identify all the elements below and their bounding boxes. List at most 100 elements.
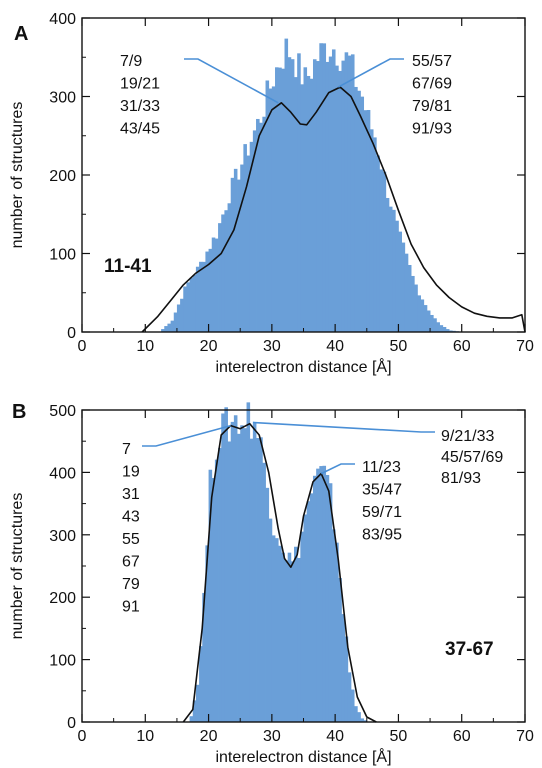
panel-letter: B [12, 401, 26, 423]
histogram-bar [344, 636, 349, 722]
histogram-bar [338, 577, 342, 722]
histogram-bar [271, 535, 276, 722]
fit-curve [182, 422, 377, 723]
histogram-bar [294, 77, 298, 333]
histogram-bar [183, 286, 187, 332]
annotation-label: 55 [122, 531, 140, 548]
histogram-bar [246, 402, 251, 722]
histogram-bar [347, 672, 352, 722]
histogram-bar [423, 305, 428, 332]
y-axis-title: number of structures [9, 493, 26, 640]
histogram-bar [230, 177, 235, 332]
histogram-bar [164, 326, 168, 332]
histogram-bar [208, 248, 213, 332]
histogram-series [189, 402, 368, 722]
histogram-bar [319, 466, 323, 722]
x-tick-label: 20 [200, 338, 218, 355]
histogram-bar [252, 130, 257, 332]
histogram-bar [363, 720, 368, 722]
histogram-bar [281, 68, 285, 333]
annotation-label: 67 [122, 554, 140, 571]
histogram-bar [214, 238, 219, 332]
histogram-bar [246, 155, 251, 332]
histogram-bar [436, 322, 440, 332]
x-tick-label: 60 [453, 338, 471, 355]
histogram-bar [350, 689, 355, 722]
annotation-group: 7 19 31 43 55 67 79 91 [122, 424, 231, 616]
histogram-bar [262, 462, 266, 722]
histogram-bar [331, 529, 336, 722]
x-tick-label: 0 [78, 728, 87, 745]
y-tick-label: 100 [49, 247, 76, 264]
annotation-group: 11/23 35/47 59/71 83/95 [320, 459, 402, 544]
x-tick-label: 0 [78, 338, 87, 355]
x-tick-label: 10 [136, 338, 154, 355]
histogram-bar [347, 55, 352, 333]
histogram-bar [322, 43, 327, 332]
annotation-label: 45/57/69 [441, 449, 503, 466]
histogram-bar [341, 614, 346, 722]
histogram-bar [319, 43, 323, 332]
histogram-bar [173, 312, 178, 332]
histogram-bar [189, 716, 194, 722]
annotation-group: 7/9 19/21 31/33 43/45 [120, 53, 279, 138]
histogram-bar [249, 438, 254, 722]
histogram-bar [369, 129, 374, 332]
histogram-bar [249, 141, 254, 332]
histogram-bar [271, 86, 276, 333]
annotation-label: 9/21/33 [441, 428, 494, 445]
histogram-bar [167, 323, 171, 332]
y-tick-label: 200 [49, 590, 76, 607]
histogram-bar [199, 261, 203, 332]
histogram-bar [170, 320, 175, 332]
chart-panel-b: 0 10 20 30 40 50 60 70 0 100 200 300 400 500 interelec… [9, 401, 534, 766]
annotation-label: 43/45 [120, 121, 160, 138]
histogram-bar [312, 59, 317, 332]
histogram-bar [325, 474, 330, 722]
histogram-bar [366, 110, 371, 333]
histogram-bar [373, 137, 377, 332]
histogram-bar [205, 545, 209, 722]
histogram-bar [398, 231, 402, 332]
x-tick-label: 50 [390, 338, 408, 355]
x-axis-title: interelectron distance [Å] [215, 747, 391, 766]
histogram-bar [335, 65, 339, 332]
annotation-leader [320, 463, 355, 475]
histogram-bar [414, 284, 418, 332]
annotation-label: 79 [122, 576, 140, 593]
y-tick-label: 100 [49, 653, 76, 670]
histogram-bar [259, 437, 263, 722]
histogram-bar [240, 164, 244, 332]
y-tick-label: 400 [49, 11, 76, 28]
histogram-bar [227, 441, 232, 722]
histogram-bar [202, 592, 206, 722]
histogram-bar [376, 155, 380, 332]
histogram-bar [297, 557, 301, 722]
histogram-bar [192, 274, 197, 332]
histogram-bar [294, 546, 298, 722]
histogram-bar [275, 538, 279, 722]
annotation-label: 11/23 [362, 459, 401, 476]
histogram-bar [360, 96, 365, 332]
annotation-label: 91/93 [412, 121, 452, 138]
histogram-bar [161, 329, 165, 332]
histogram-bar [341, 60, 346, 332]
histogram-bar [382, 171, 387, 332]
histogram-bar [265, 487, 270, 722]
histogram-bar [385, 197, 390, 332]
histogram-bar [303, 67, 308, 332]
annotation-leader [337, 58, 404, 88]
histogram-bar [388, 206, 393, 332]
histogram-bar [379, 169, 384, 332]
histogram-bar [218, 447, 222, 722]
histogram-bar [189, 277, 194, 332]
histogram-bar [218, 223, 222, 332]
histogram-bar [449, 330, 453, 332]
histogram-bar [199, 646, 203, 722]
histogram-bar [262, 116, 266, 332]
histogram-bar [344, 52, 349, 332]
histogram-bar [316, 61, 320, 332]
histogram-bar [224, 210, 228, 332]
histogram-bar [290, 59, 295, 333]
